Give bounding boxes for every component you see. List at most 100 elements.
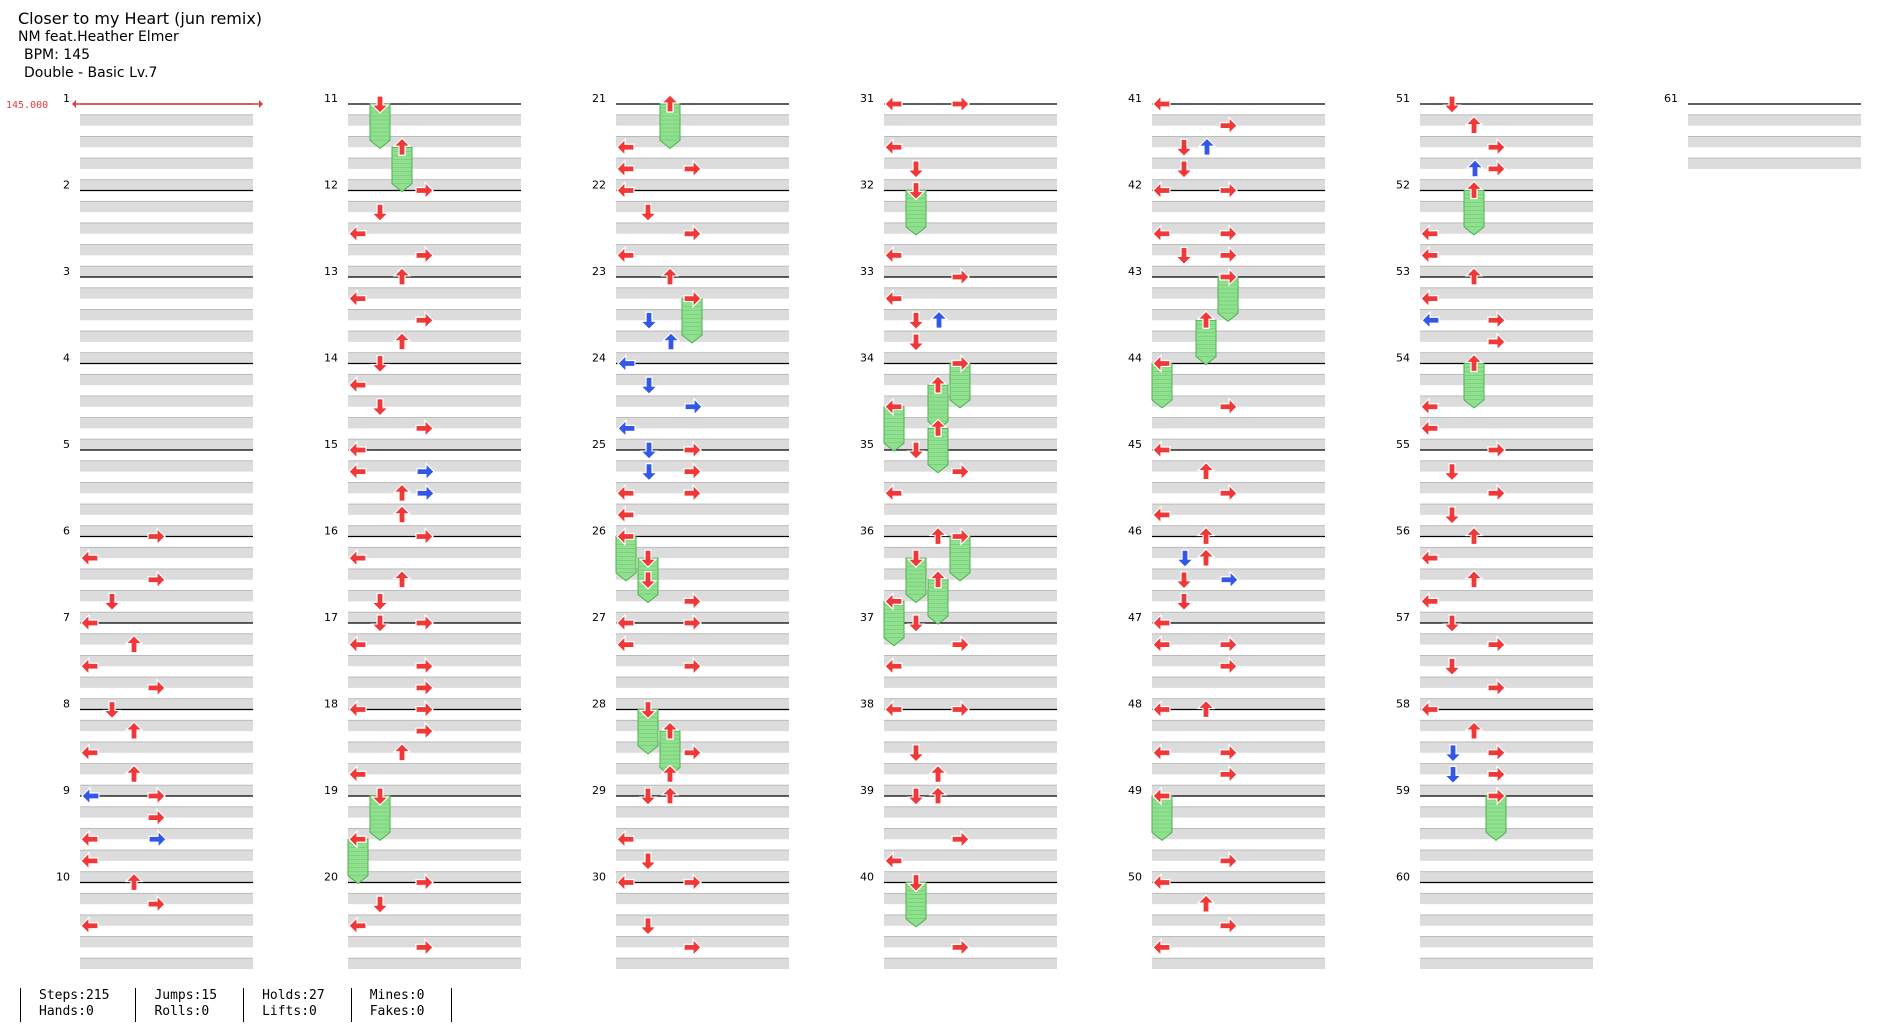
beat-band [1420,741,1593,753]
arrow-head [616,245,635,265]
arrow-head [1443,765,1463,785]
beat-band [1152,201,1325,213]
measure-number: 55 [1396,438,1410,451]
measure-22: 22 [592,179,789,277]
arrow-right [1219,224,1238,244]
arrow-left [348,440,367,460]
arrow-down [906,441,926,460]
arrow-head [1219,116,1238,136]
beat-band [1152,439,1325,450]
arrow-head [1487,786,1506,806]
arrow-head [1487,743,1506,763]
beat-band [348,720,521,732]
arrow-head [1152,786,1171,806]
arrow-head [1196,526,1216,546]
arrow-up [392,742,412,762]
arrow-head [616,181,635,200]
beat-band [616,763,789,775]
measure-28: 28 [592,698,789,796]
beat-band [1420,395,1593,407]
hold-body [883,406,905,452]
step-stats: Steps:215 Hands:0 Jumps:15 Rolls:0 Holds… [20,988,470,1022]
arrow-left [80,656,99,676]
arrow-head [1420,245,1439,265]
mines-count: Mines:0 [369,988,425,1003]
arrow-head [616,527,635,546]
arrow-head [683,483,702,503]
beat-band [616,179,789,191]
measure-1: 1 [63,92,253,191]
beat-band [884,850,1057,861]
bpm-marker: 145.000 [6,100,263,111]
beat-band [1420,158,1593,169]
beat-band [348,417,521,429]
arrow-up [929,310,949,329]
beat-band [616,741,789,753]
measure-29: 29 [592,784,789,883]
arrow-right [951,829,970,849]
measure-54: 54 [1396,352,1593,450]
fakes-count: Fakes:0 [369,1004,425,1019]
hold-body [659,103,681,149]
measure-25: 25 [592,438,789,537]
measure-number: 44 [1128,352,1142,365]
beat-band [348,244,521,256]
beat-band [80,287,253,299]
beat-band [616,633,789,645]
beat-band [1688,114,1861,126]
arrow-head [416,462,435,482]
beat-band [348,222,521,234]
beat-band [1152,331,1325,342]
arrow-head [415,181,434,200]
hold-body [949,363,971,409]
measure-50: 50 [1128,871,1325,969]
measure-number: 61 [1664,92,1678,105]
arrow-head [1196,548,1216,567]
beat-band [348,612,521,623]
arrow-head [639,311,659,331]
measure-20: 20 [324,871,521,969]
beat-band [80,785,253,796]
arrow-down [906,311,926,331]
measure-8: 8 [63,698,253,796]
measure-61: 61 [1664,92,1861,169]
measure-number: 22 [592,179,606,192]
arrow-head [147,570,166,590]
arrow-head [683,873,702,892]
arrow-head [415,721,434,741]
beat-band [80,741,253,753]
beat-band [616,482,789,494]
beat-band [884,655,1057,667]
beat-band [1152,914,1325,926]
arrow-down [1442,657,1462,677]
beat-band [80,482,253,494]
arrow-left [884,289,903,309]
arrow-head [906,744,926,763]
arrow-head [683,591,702,611]
beat-band [1152,677,1325,688]
arrow-left [80,613,99,633]
beat-band [884,482,1057,494]
arrow-left [348,462,367,482]
arrow-left [1420,289,1439,309]
arrow-up-hold [927,569,949,625]
measure-number: 47 [1128,611,1142,624]
beat-band [348,179,521,191]
beat-band [80,309,253,321]
beat-band [80,893,253,905]
measure-60: 60 [1396,871,1593,969]
arrow-down [370,398,390,417]
arrow-right [415,721,434,741]
arrow-head [884,289,903,309]
beat-band [616,266,789,277]
beat-band [348,395,521,407]
arrow-down [1442,463,1462,482]
arrow-right [1219,397,1238,417]
arrow-head [392,483,412,502]
beat-band [616,547,789,559]
beat-band [616,590,789,602]
arrow-right [1219,635,1238,655]
arrow-right [1219,764,1238,784]
beat-band [80,958,253,969]
beat-band [616,958,789,969]
